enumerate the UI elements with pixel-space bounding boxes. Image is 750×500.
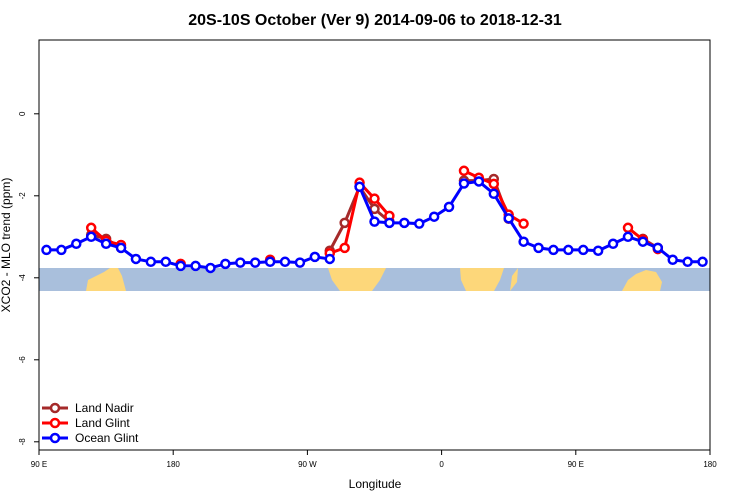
- chart-title: 20S-10S October (Ver 9) 2014-09-06 to 20…: [188, 12, 562, 29]
- map-strip: [39, 268, 710, 291]
- data-point: [354, 181, 365, 193]
- data-point: [473, 176, 485, 187]
- data-point: [235, 257, 246, 268]
- data-point: [592, 245, 604, 256]
- data-point: [369, 193, 380, 204]
- data-point: [637, 236, 649, 247]
- data-point: [190, 260, 201, 272]
- data-point: [428, 211, 440, 222]
- data-point: [458, 178, 470, 189]
- data-point: [548, 244, 559, 256]
- data-point: [71, 238, 82, 250]
- data-point: [503, 213, 514, 224]
- data-point: [264, 256, 276, 268]
- data-point: [533, 242, 544, 254]
- data-point: [145, 256, 157, 268]
- x-tick-label: 90 E: [31, 460, 47, 469]
- data-point: [622, 222, 634, 234]
- data-point: [369, 216, 380, 227]
- y-tick-label: -6: [18, 356, 27, 364]
- data-point: [607, 238, 619, 250]
- x-tick-label: 180: [167, 460, 181, 469]
- data-point: [220, 258, 231, 270]
- data-point: [339, 242, 350, 254]
- data-point: [249, 257, 261, 268]
- data-point: [578, 244, 589, 256]
- data-point: [652, 242, 664, 254]
- x-tick-label: 90 E: [568, 460, 584, 469]
- legend-marker: [49, 417, 61, 429]
- land-patch: [460, 268, 504, 291]
- data-point: [160, 256, 171, 268]
- data-point: [488, 178, 500, 190]
- data-point: [488, 188, 500, 199]
- data-point: [100, 238, 112, 250]
- y-tick-label: -4: [18, 274, 27, 282]
- legend-marker: [49, 402, 61, 414]
- data-point: [115, 242, 127, 254]
- data-point: [294, 257, 306, 268]
- data-point: [413, 218, 425, 229]
- data-point: [205, 262, 216, 274]
- data-point: [175, 260, 186, 272]
- land-patch: [328, 268, 386, 291]
- legend-label: Ocean Glint: [75, 431, 139, 445]
- x-tick-label: 0: [439, 460, 444, 469]
- data-point: [41, 244, 52, 256]
- land-patch: [622, 270, 662, 291]
- series-line: [90, 177, 659, 252]
- data-point: [279, 256, 291, 268]
- plot-frame: [38, 39, 711, 451]
- x-tick-label: 180: [703, 460, 717, 469]
- data-point: [384, 217, 395, 229]
- data-point: [622, 231, 634, 243]
- y-tick-label: -8: [18, 438, 27, 446]
- data-point: [56, 244, 67, 256]
- data-point: [309, 251, 321, 263]
- land-patch: [86, 268, 126, 291]
- data-point: [130, 253, 142, 265]
- data-point: [682, 256, 693, 268]
- legend-marker: [49, 432, 61, 444]
- x-axis-label: Longitude: [349, 477, 402, 491]
- data-point: [518, 218, 529, 229]
- data-point: [443, 201, 455, 213]
- data-point: [518, 236, 529, 247]
- x-tick-label: 90 W: [298, 460, 317, 469]
- data-point: [339, 217, 350, 229]
- land-patch: [510, 268, 518, 291]
- data-point: [324, 253, 336, 265]
- y-tick-label: 0: [18, 111, 27, 116]
- data-point: [667, 254, 678, 266]
- y-axis-label: XCO2 - MLO trend (ppm): [0, 178, 13, 313]
- legend-label: Land Nadir: [75, 401, 134, 415]
- data-point: [399, 217, 410, 229]
- data-point: [563, 244, 574, 256]
- y-tick-label: -2: [18, 192, 27, 200]
- legend-label: Land Glint: [75, 416, 130, 430]
- data-point: [85, 231, 97, 243]
- data-point: [85, 222, 97, 234]
- data-point: [697, 256, 708, 268]
- data-point: [458, 165, 470, 177]
